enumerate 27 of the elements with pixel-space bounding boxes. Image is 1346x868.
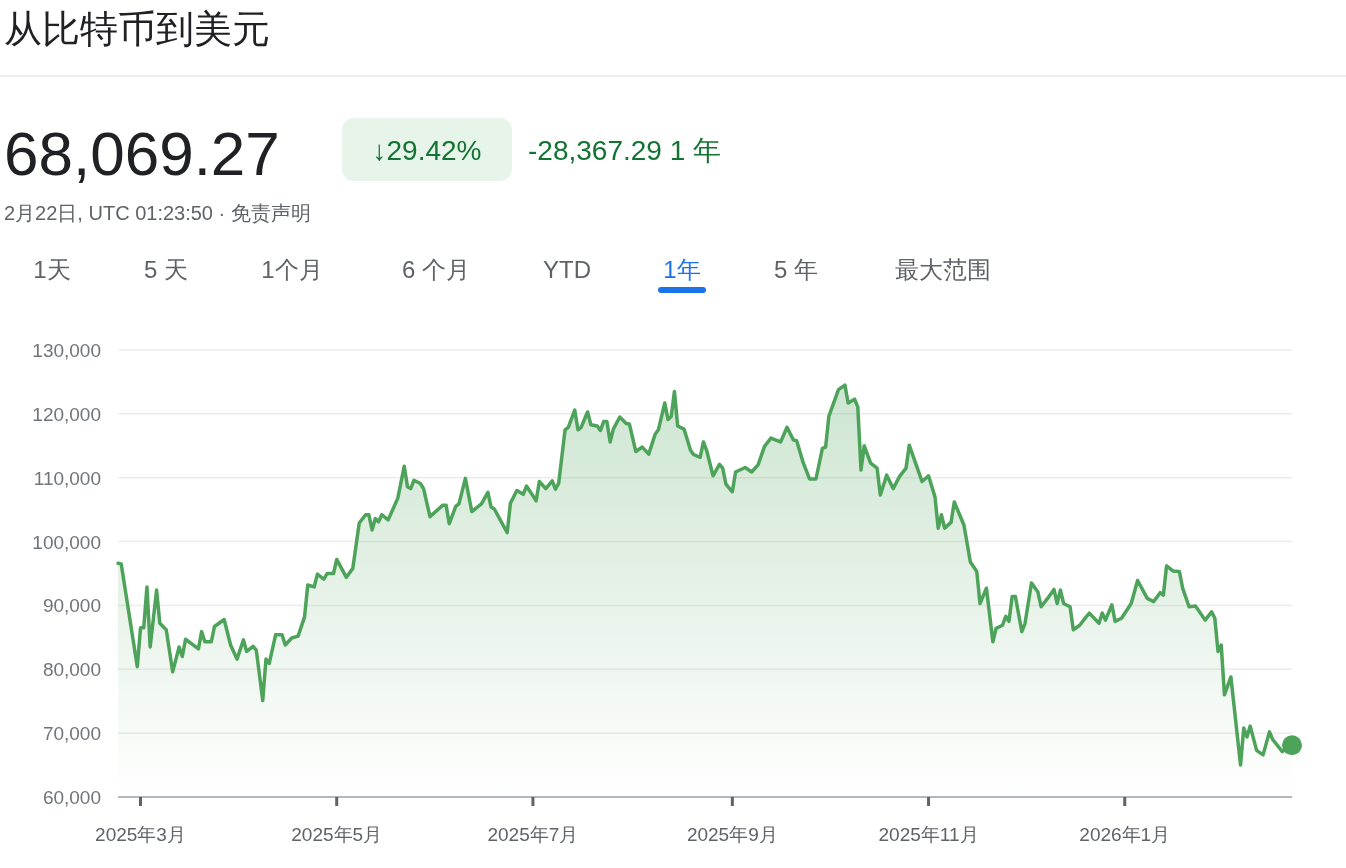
text: 5 天 bbox=[143, 256, 189, 283]
text: 6 个月 bbox=[401, 256, 471, 283]
x-tick-label: 2025年9月 bbox=[686, 824, 778, 845]
text: 1年 bbox=[663, 256, 701, 283]
y-tick-label: 90,000 bbox=[42, 595, 101, 617]
text: 5 年 bbox=[773, 256, 819, 283]
text: YTD bbox=[543, 256, 591, 283]
x-tick-label: 2025年7月 bbox=[487, 824, 579, 845]
y-tick-label: 80,000 bbox=[42, 659, 101, 681]
text: 最大范围 bbox=[895, 256, 991, 283]
y-tick-label: 100,000 bbox=[32, 531, 101, 553]
text: 68,069.27 bbox=[4, 119, 280, 188]
text: ↓29.42% bbox=[372, 135, 482, 166]
text: -28,367.29 1 年 bbox=[528, 135, 722, 166]
y-tick-label: 60,000 bbox=[42, 787, 101, 808]
text: 2月22日, UTC 01:23:50 · 免责声明 bbox=[4, 202, 311, 224]
text: 1天 bbox=[33, 256, 71, 283]
x-tick-label: 2025年5月 bbox=[291, 824, 383, 845]
y-tick-label: 120,000 bbox=[32, 403, 101, 425]
x-tick-label: 2026年1月 bbox=[1079, 824, 1171, 845]
y-tick-label: 70,000 bbox=[42, 723, 101, 745]
y-tick-label: 110,000 bbox=[33, 467, 101, 489]
y-tick-label: 130,000 bbox=[32, 340, 101, 361]
text: 1个月 bbox=[261, 256, 323, 283]
x-tick-label: 2025年11月 bbox=[878, 824, 979, 845]
chart-title: 从比特币到美元 bbox=[4, 8, 270, 50]
x-tick-label: 2025年3月 bbox=[95, 824, 186, 845]
